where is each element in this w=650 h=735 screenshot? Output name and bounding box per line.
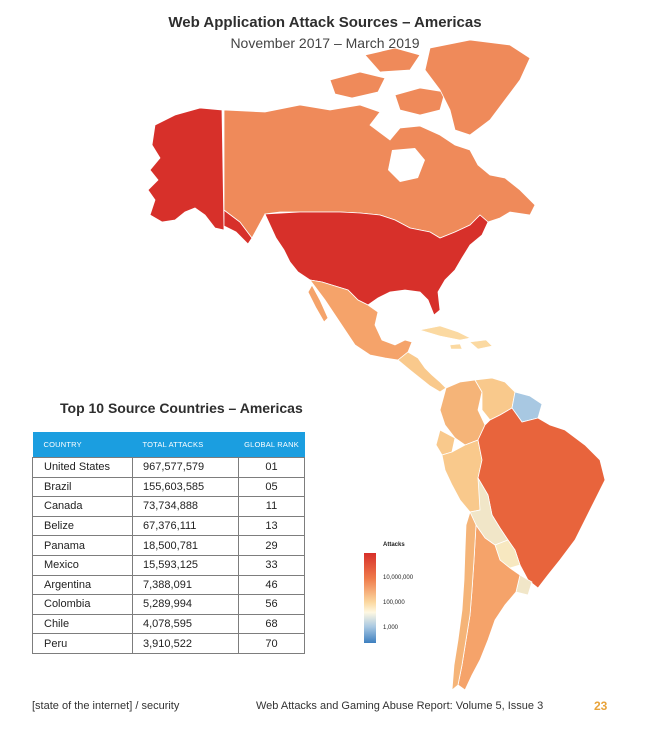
table-row: Brazil 155,603,585 05 — [32, 476, 305, 498]
cell-country: Peru — [32, 633, 133, 654]
legend-label-low: 1,000 — [383, 625, 399, 631]
table-row: Chile 4,078,595 68 — [32, 613, 305, 635]
region-chile — [451, 510, 477, 691]
page-number: 23 — [594, 699, 608, 713]
footer-brand: [state of the internet] / security — [32, 700, 180, 712]
cell-attacks: 15,593,125 — [132, 554, 239, 576]
cell-country: Argentina — [32, 574, 133, 596]
cell-country: United States — [32, 457, 133, 478]
cell-country: Colombia — [32, 594, 133, 615]
region-mexico — [309, 279, 413, 361]
region-hispaniola — [469, 339, 493, 350]
cell-country: Belize — [32, 515, 133, 537]
cell-country: Panama — [32, 535, 133, 556]
table-header-row: COUNTRY TOTAL ATTACKS GLOBAL RANK — [32, 432, 305, 458]
cell-country: Brazil — [32, 476, 133, 498]
footer-report-title: Web Attacks and Gaming Abuse Report: Vol… — [256, 700, 544, 712]
cell-rank: 05 — [238, 476, 305, 498]
region-canada-arctic-1 — [329, 71, 386, 99]
cell-attacks: 4,078,595 — [132, 613, 239, 635]
table-row: Mexico 15,593,125 33 — [32, 554, 305, 576]
region-canada-arctic-2 — [394, 87, 446, 116]
column-header-country: COUNTRY — [32, 432, 133, 458]
cell-attacks: 73,734,888 — [132, 496, 239, 517]
legend-label-high: 10,000,000 — [383, 575, 414, 581]
cell-rank: 46 — [238, 574, 305, 596]
region-central-america — [397, 351, 447, 393]
cell-attacks: 967,577,579 — [132, 457, 239, 478]
cell-country: Chile — [32, 613, 133, 635]
legend-color-scale — [364, 553, 376, 643]
region-cuba — [419, 325, 471, 341]
cell-country: Mexico — [32, 554, 133, 576]
cell-country: Canada — [32, 496, 133, 517]
map-title: Web Application Attack Sources – America… — [168, 14, 482, 31]
column-header-total-attacks: TOTAL ATTACKS — [132, 432, 239, 458]
cell-rank: 68 — [238, 613, 305, 635]
region-jamaica — [449, 343, 463, 350]
legend-label-mid: 100,000 — [383, 600, 405, 606]
table-row: Colombia 5,289,994 56 — [32, 594, 305, 615]
cell-rank: 29 — [238, 535, 305, 556]
table-row: Canada 73,734,888 11 — [32, 496, 305, 517]
table-title: Top 10 Source Countries – Americas — [60, 400, 303, 416]
region-canada-arctic-3 — [364, 47, 421, 73]
cell-attacks: 155,603,585 — [132, 476, 239, 498]
region-baja-california — [307, 284, 329, 323]
cell-attacks: 18,500,781 — [132, 535, 239, 556]
cell-attacks: 3,910,522 — [132, 633, 239, 654]
table-row: United States 967,577,579 01 — [32, 457, 305, 478]
cell-attacks: 5,289,994 — [132, 594, 239, 615]
cell-rank: 56 — [238, 594, 305, 615]
table-row: Panama 18,500,781 29 — [32, 535, 305, 556]
table-row: Argentina 7,388,091 46 — [32, 574, 305, 596]
cell-rank: 11 — [238, 496, 305, 517]
region-greenland — [424, 39, 531, 136]
region-alaska — [147, 107, 225, 231]
table-row: Peru 3,910,522 70 — [32, 633, 305, 654]
cell-rank: 33 — [238, 554, 305, 576]
cell-attacks: 7,388,091 — [132, 574, 239, 596]
cell-rank: 13 — [238, 515, 305, 537]
cell-rank: 70 — [238, 633, 305, 654]
cell-rank: 01 — [238, 457, 305, 478]
legend-title: Attacks — [383, 542, 405, 548]
column-header-global-rank: GLOBAL RANK — [238, 432, 305, 458]
table-row: Belize 67,376,111 13 — [32, 515, 305, 537]
top-countries-table: COUNTRY TOTAL ATTACKS GLOBAL RANK United… — [32, 432, 305, 654]
cell-attacks: 67,376,111 — [132, 515, 239, 537]
map-subtitle: November 2017 – March 2019 — [230, 35, 420, 51]
